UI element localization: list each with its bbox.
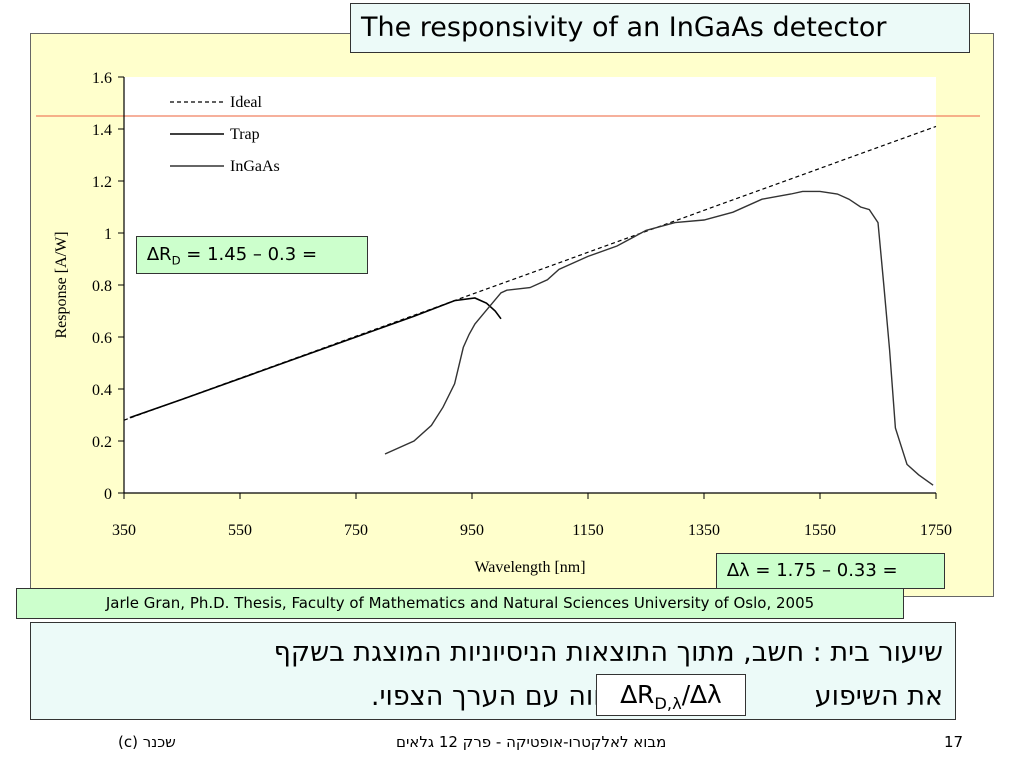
legend-label-ideal: Ideal [230, 94, 263, 111]
delta-lambda-box: ∆λ = 1.75 – 0.33 = [716, 553, 945, 589]
source-citation: Jarle Gran, Ph.D. Thesis, Faculty of Mat… [16, 588, 904, 619]
y-tick-label: 1.6 [92, 70, 112, 87]
slide-number: 17 [944, 733, 964, 751]
x-tick-label: 350 [112, 522, 136, 539]
x-axis-label: Wavelength [nm] [474, 559, 585, 576]
footer-course: מבוא לאלקטרו-אופטיקה - פרק 12 גלאים [396, 733, 667, 751]
y-tick-label: 0.8 [92, 278, 112, 295]
x-tick-label: 550 [228, 522, 252, 539]
homework-line-2: את השיפועוהשווה עם הערך הצפוי. [31, 675, 943, 719]
homework-line-1: שיעור בית : חשב, מתוך התוצאות הניסיוניות… [273, 637, 943, 668]
plot-area [124, 77, 936, 493]
legend-label-trap: Trap [230, 126, 260, 143]
y-tick-label: 0.6 [92, 330, 112, 347]
series-line-ingaas [384, 190, 934, 486]
x-tick-label: 1150 [572, 522, 603, 539]
delta-r-box: ∆RD = 1.45 – 0.3 = [136, 236, 368, 274]
x-tick-label: 950 [460, 522, 484, 539]
y-tick-label: 0.2 [92, 434, 112, 451]
y-axis-label: Response [A/W] [53, 231, 70, 338]
homework-line-2-start: את השיפוע [814, 681, 943, 712]
x-tick-label: 1750 [920, 522, 952, 539]
x-tick-label: 750 [344, 522, 368, 539]
slope-formula: ∆RD,λ/∆λ [596, 674, 746, 716]
y-tick-label: 1.4 [92, 122, 112, 139]
delta-r-expression: = 1.45 – 0.3 = [180, 244, 318, 265]
legend-label-ingaas: InGaAs [230, 158, 280, 175]
formula-suffix: /∆λ [681, 680, 722, 709]
formula-symbol: ∆R [620, 680, 655, 709]
slide-title: The responsivity of an InGaAs detector [350, 3, 970, 53]
y-tick-label: 1 [104, 226, 112, 243]
homework-box: שיעור בית : חשב, מתוך התוצאות הניסיוניות… [30, 622, 956, 720]
delta-r-symbol: ∆R [147, 244, 172, 265]
x-tick-label: 1550 [804, 522, 836, 539]
y-tick-label: 1.2 [92, 174, 112, 191]
delta-r-subscript: D [171, 253, 181, 268]
y-tick-label: 0.4 [92, 382, 112, 399]
y-tick-label: 0 [104, 486, 112, 503]
x-tick-label: 1350 [688, 522, 720, 539]
footer-credit: (c) שכנר [118, 733, 176, 751]
formula-subscript: D,λ [654, 694, 682, 713]
